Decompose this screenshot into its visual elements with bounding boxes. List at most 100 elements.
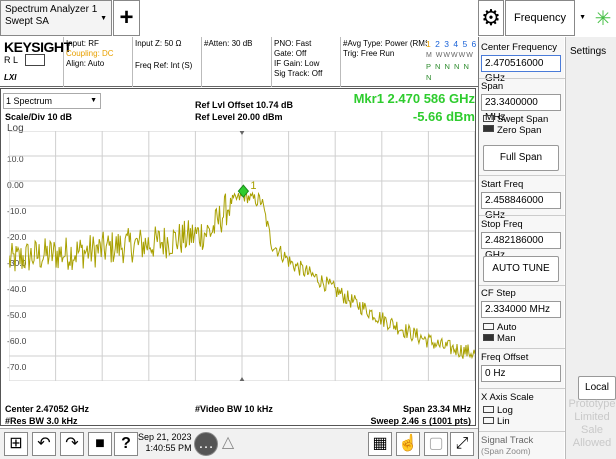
spectrum-graticule[interactable]: 1 <box>9 131 475 381</box>
settings-strip: KEYSIGHT R L LXI Input: RF Coupling: DC … <box>0 37 478 87</box>
title-line2: Swept SA <box>5 16 49 27</box>
swept-span-label: Swept Span <box>497 114 549 125</box>
atten: #Atten: 30 dB <box>204 39 253 48</box>
time-label: 1:40:55 PM <box>145 443 192 453</box>
gridlines <box>9 131 475 381</box>
window-label: 1 Spectrum <box>6 96 53 106</box>
res-bw: #Res BW 3.0 kHz <box>5 416 78 426</box>
span-label: Span <box>481 81 504 92</box>
full-span-button[interactable]: Full Span <box>483 145 559 171</box>
center-tick-bottom <box>239 377 245 381</box>
windows-start-icon[interactable]: ⊞ <box>4 432 28 456</box>
gate: Gate: Off <box>274 49 307 58</box>
marker-number: 1 <box>250 180 256 192</box>
gear-icon[interactable]: ⚙ <box>478 0 504 36</box>
cf-step-label: CF Step <box>481 288 516 299</box>
span-field[interactable]: 23.3400000 MHz <box>481 94 561 123</box>
prototype-watermark: Prototype Limited Sale Allowed <box>568 398 616 449</box>
ref-offset: Ref Lvl Offset 10.74 dB <box>195 100 294 110</box>
y-tick-label: -30.0 <box>7 258 27 268</box>
input-z: Input Z: 50 Ω <box>135 39 182 48</box>
freq-ref: Freq Ref: Int (S) <box>135 61 193 70</box>
center-freq-field[interactable]: 2.470516000 GHz <box>481 55 561 84</box>
start-freq-field[interactable]: 2.458846000 GHz <box>481 192 561 221</box>
signal-track-sub: (Span Zoom) <box>481 446 531 456</box>
man-label: Man <box>497 333 516 344</box>
marker-frequency: Mkr1 2.470 586 GHz <box>353 91 475 106</box>
ref-level: Ref Level 20.00 dBm <box>195 112 283 122</box>
sig-track: Sig Track: Off <box>274 69 323 78</box>
trig: Trig: Free Run <box>343 49 395 58</box>
layout-icon[interactable]: ▢ <box>424 432 448 456</box>
x-axis-log-radio[interactable] <box>483 406 494 413</box>
trace-status[interactable]: 1 2 3 4 5 6 M WWWWW P N N N N N <box>426 39 478 83</box>
spinner-icon: ✳ <box>594 8 612 30</box>
marker-diamond <box>237 184 250 198</box>
zero-span-radio[interactable] <box>483 125 494 132</box>
date-label: Sep 21, 2023 <box>138 432 192 442</box>
cf-step-field[interactable]: 2.334000 MHz <box>481 301 561 318</box>
y-tick-label: -70.0 <box>7 362 27 372</box>
window-select[interactable]: 1 Spectrum ▼ <box>3 93 101 109</box>
avg-type: #Avg Type: Power (RMS) <box>343 39 427 48</box>
align-auto: Align: Auto <box>66 59 105 68</box>
redo-icon[interactable]: ↷ <box>60 432 84 456</box>
undo-icon[interactable]: ↶ <box>32 432 56 456</box>
lxi-logo: LXI <box>4 73 17 82</box>
chevron-down-icon: ▼ <box>579 14 586 21</box>
marker-1: 1 <box>237 131 257 381</box>
fullscreen-icon[interactable]: ⤢ <box>450 432 474 456</box>
frequency-menu-panel: Center Frequency 2.470516000 GHz Span 23… <box>478 37 565 459</box>
taskbar: ⊞ ↶ ↷ ■ ? Sep 21, 2023 1:40:55 PM … △ ▦ … <box>0 428 478 459</box>
lin-option-label: Lin <box>497 416 510 427</box>
y-tick-label: 10.0 <box>7 154 24 164</box>
swept-span-radio[interactable] <box>483 115 494 122</box>
log-label: Log <box>7 123 24 134</box>
brand-logo: KEYSIGHT <box>4 39 72 55</box>
stop-freq-field[interactable]: 2.482186000 GHz <box>481 232 561 261</box>
center-freq-footer: Center 2.47052 GHz <box>5 404 90 414</box>
sweep-time: Sweep 2.46 s (1001 pts) <box>370 416 471 426</box>
settings-tab-label: Settings <box>570 46 607 57</box>
help-icon[interactable]: ? <box>114 432 138 456</box>
y-tick-label: -60.0 <box>7 336 27 346</box>
local-button[interactable]: Local <box>578 376 616 400</box>
stop-freq-label: Stop Freq <box>481 219 523 230</box>
video-bw: #Video BW 10 kHz <box>195 404 273 414</box>
rl-label: R L <box>4 55 19 65</box>
log-option-label: Log <box>497 405 513 416</box>
marker-amplitude: -5.66 dBm <box>412 109 475 124</box>
center-freq-label: Center Frequency <box>481 42 558 53</box>
y-tick-label: -20.0 <box>7 232 27 242</box>
add-screen-button[interactable]: + <box>113 0 140 36</box>
local-remote-icon <box>25 54 45 66</box>
signal-track-label[interactable]: Signal Track <box>481 435 534 446</box>
if-gain: IF Gain: Low <box>274 59 320 68</box>
auto-tune-button[interactable]: AUTO TUNE <box>483 256 559 282</box>
touch-icon[interactable]: ☝ <box>396 432 420 456</box>
center-tick-top <box>239 131 245 135</box>
instrument-title-menu[interactable]: Spectrum Analyzer 1 Swept SA ▼ <box>0 0 112 36</box>
folder-icon[interactable]: ■ <box>88 432 112 456</box>
x-axis-lin-radio[interactable] <box>483 417 494 424</box>
chevron-down-icon: ▼ <box>90 97 97 104</box>
freq-offset-label: Freq Offset <box>481 352 529 363</box>
mode-label: Frequency <box>514 12 566 24</box>
cf-step-auto-radio[interactable] <box>483 323 494 330</box>
y-tick-label: -10.0 <box>7 206 27 216</box>
input-rf: Input: RF <box>66 39 99 48</box>
zero-span-label: Zero Span <box>497 125 542 136</box>
auto-label: Auto <box>497 322 517 333</box>
chat-icon[interactable]: … <box>194 432 218 456</box>
datetime: Sep 21, 2023 1:40:55 PM <box>138 432 192 454</box>
freq-offset-field[interactable]: 0 Hz <box>481 365 561 382</box>
trace-detectors: P N N N N N <box>426 62 470 82</box>
span-footer: Span 23.34 MHz <box>402 404 471 414</box>
scale-div: Scale/Div 10 dB <box>5 112 73 122</box>
spectrum-window[interactable]: 1 Spectrum ▼ Scale/Div 10 dB Log Ref Lvl… <box>0 88 476 426</box>
grid-view-icon[interactable]: ▦ <box>368 432 392 456</box>
trace-types: M WWWWW <box>426 52 474 59</box>
cf-step-man-radio[interactable] <box>483 334 494 341</box>
mode-select[interactable]: Frequency ▼ <box>505 0 586 36</box>
warning-icon[interactable]: △ <box>221 434 235 451</box>
